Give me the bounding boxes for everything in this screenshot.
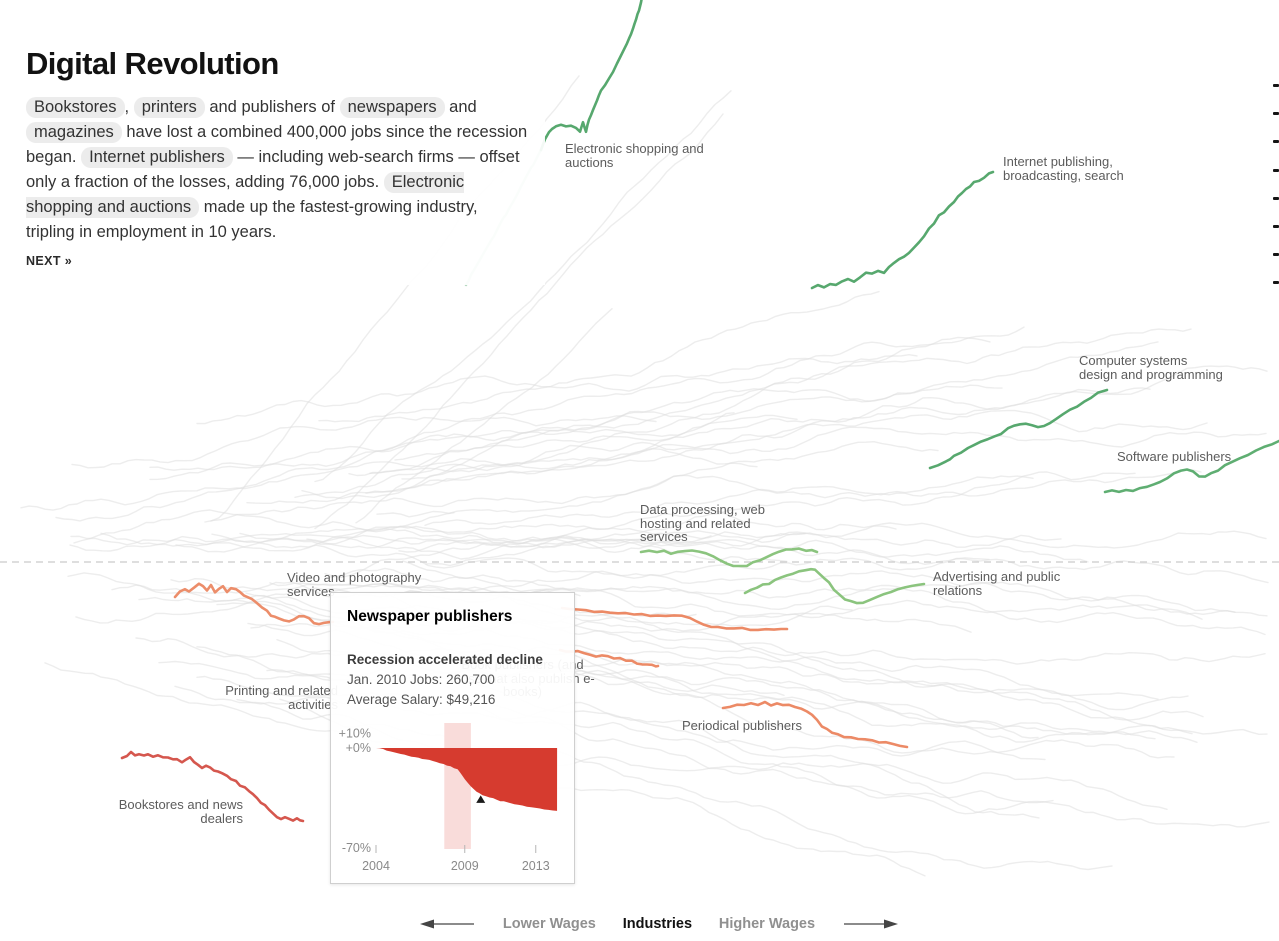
right-edge-tick [1273, 140, 1279, 144]
right-edge-tick [1273, 112, 1279, 116]
mini-y-label: -70% [342, 841, 371, 855]
intro-text: have lost a combined 400,000 jobs since … [26, 123, 528, 166]
right-arrow-icon[interactable] [842, 919, 898, 929]
series-label-video-photography: Video and photography services [287, 570, 422, 599]
intro-text: , [124, 98, 134, 116]
mini-y-label: +10% [339, 727, 371, 741]
mini-y-label: +0% [346, 741, 371, 755]
intro-paragraph: Bookstores, printers and publishers of n… [26, 95, 530, 245]
series-line-electronic-shopping[interactable] [539, 0, 643, 152]
intro-text: made up the fastest-growing industry, tr… [26, 198, 478, 241]
page-title: Digital Revolution [26, 46, 279, 81]
jan-2010-marker-icon [476, 795, 486, 803]
tooltip-jobs-value: Jan. 2010 Jobs: 260,700 [347, 672, 495, 687]
series-label-software-publishers: Software publishers [1117, 449, 1232, 464]
series-label-periodical: Periodical publishers [682, 718, 802, 733]
industry-pill[interactable]: newspapers [339, 97, 445, 118]
series-label-data-processing: Data processing, web hosting and related… [640, 502, 766, 544]
nav-industries[interactable]: Industries [622, 916, 693, 932]
series-line-internet-publishing[interactable] [810, 170, 995, 290]
tooltip-salary-value: Average Salary: $49,216 [347, 692, 496, 707]
series-line-book-publishers-b[interactable] [558, 648, 660, 668]
series-line-bookstores[interactable] [120, 750, 305, 823]
series-label-printing: Printing and related activities [225, 683, 338, 712]
decline-area [376, 748, 558, 811]
series-label-advertising: Advertising and public relations [933, 569, 1061, 598]
series-label-internet-publishing: Internet publishing, broadcasting, searc… [1003, 154, 1124, 183]
tooltip-mini-chart: +10%+0% -70% 2004 2009 2013 [339, 723, 558, 873]
nav-lower-wages[interactable]: Lower Wages [502, 916, 596, 932]
mini-x-label: 2009 [451, 859, 479, 873]
series-line-software-publishers[interactable] [1103, 439, 1279, 494]
right-edge-tick [1273, 84, 1279, 87]
industry-pill[interactable]: magazines [26, 122, 122, 143]
tooltip: Newspaper publishers Recession accelerat… [330, 592, 575, 884]
tooltip-title: Newspaper publishers [347, 608, 513, 625]
series-label-computer-systems: Computer systems design and programming [1079, 353, 1223, 382]
industry-pill[interactable]: printers [133, 97, 205, 118]
nav-higher-wages[interactable]: Higher Wages [718, 916, 816, 932]
industry-pill[interactable]: Internet publishers [81, 147, 233, 168]
next-button[interactable]: NEXT » [26, 254, 73, 268]
series-line-periodical[interactable] [721, 700, 909, 749]
intro-text: and publishers of [204, 98, 340, 116]
intro-text: — including web-search firms — offset on… [26, 148, 520, 191]
mini-x-label: 2004 [362, 859, 390, 873]
series-label-electronic-shopping: Electronic shopping and auctions [565, 141, 704, 170]
right-edge-tick [1273, 168, 1279, 172]
recession-band [444, 723, 471, 849]
series-line-book-publishers-a[interactable] [560, 606, 789, 632]
series-line-advertising[interactable] [743, 567, 926, 605]
bottom-nav: Lower Wages Industries Higher Wages [420, 916, 898, 932]
right-edge-tick [1273, 225, 1279, 228]
industry-pill[interactable]: Bookstores [26, 97, 125, 118]
left-arrow-icon[interactable] [420, 919, 476, 929]
right-edge-tick [1273, 281, 1279, 285]
series-label-bookstores: Bookstores and news dealers [118, 797, 243, 826]
intro-text: and [444, 98, 477, 116]
mini-x-label: 2013 [522, 859, 550, 873]
series-line-data-processing[interactable] [639, 547, 819, 568]
series-line-video-photography[interactable] [173, 582, 335, 626]
right-edge-tick [1273, 253, 1279, 257]
tooltip-subtitle: Recession accelerated decline [347, 652, 543, 667]
series-line-computer-systems[interactable] [928, 388, 1109, 470]
intro-panel: Digital Revolution Bookstores, printers … [8, 30, 545, 285]
right-edge-tick [1273, 196, 1279, 200]
